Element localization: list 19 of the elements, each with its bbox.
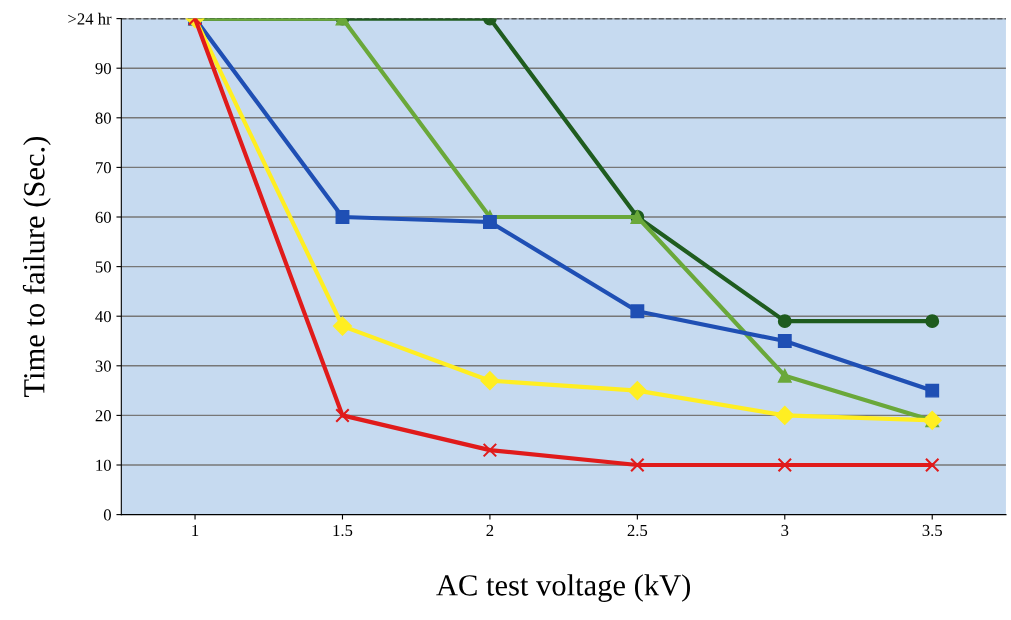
- y-tick-label: 50: [95, 261, 111, 273]
- y-tick-label: 90: [95, 62, 111, 75]
- y-tick-label: 0: [103, 509, 111, 521]
- y-axis-title: Time to failure (Sec.): [22, 136, 51, 398]
- y-tick-label: 80: [95, 112, 111, 124]
- x-tick-label: 2.5: [627, 524, 648, 537]
- y-tick-label: 70: [96, 162, 111, 174]
- y-tick-label: 20: [95, 410, 111, 422]
- y-tick-label: 40: [95, 310, 111, 323]
- x-tick-label: 1: [192, 524, 199, 536]
- y-tick-label: 30: [95, 360, 111, 372]
- x-tick-label: 3: [781, 524, 789, 537]
- x-tick-label: 1.5: [333, 524, 353, 537]
- y-tick-label: >24 hr: [68, 12, 112, 25]
- x-tick-label: 2: [486, 524, 494, 536]
- x-axis-title: AC test voltage (kV): [436, 574, 690, 602]
- x-tick-label: 3.5: [922, 524, 942, 537]
- y-tick-label: 60: [95, 211, 111, 223]
- y-tick-label: 10: [96, 459, 111, 471]
